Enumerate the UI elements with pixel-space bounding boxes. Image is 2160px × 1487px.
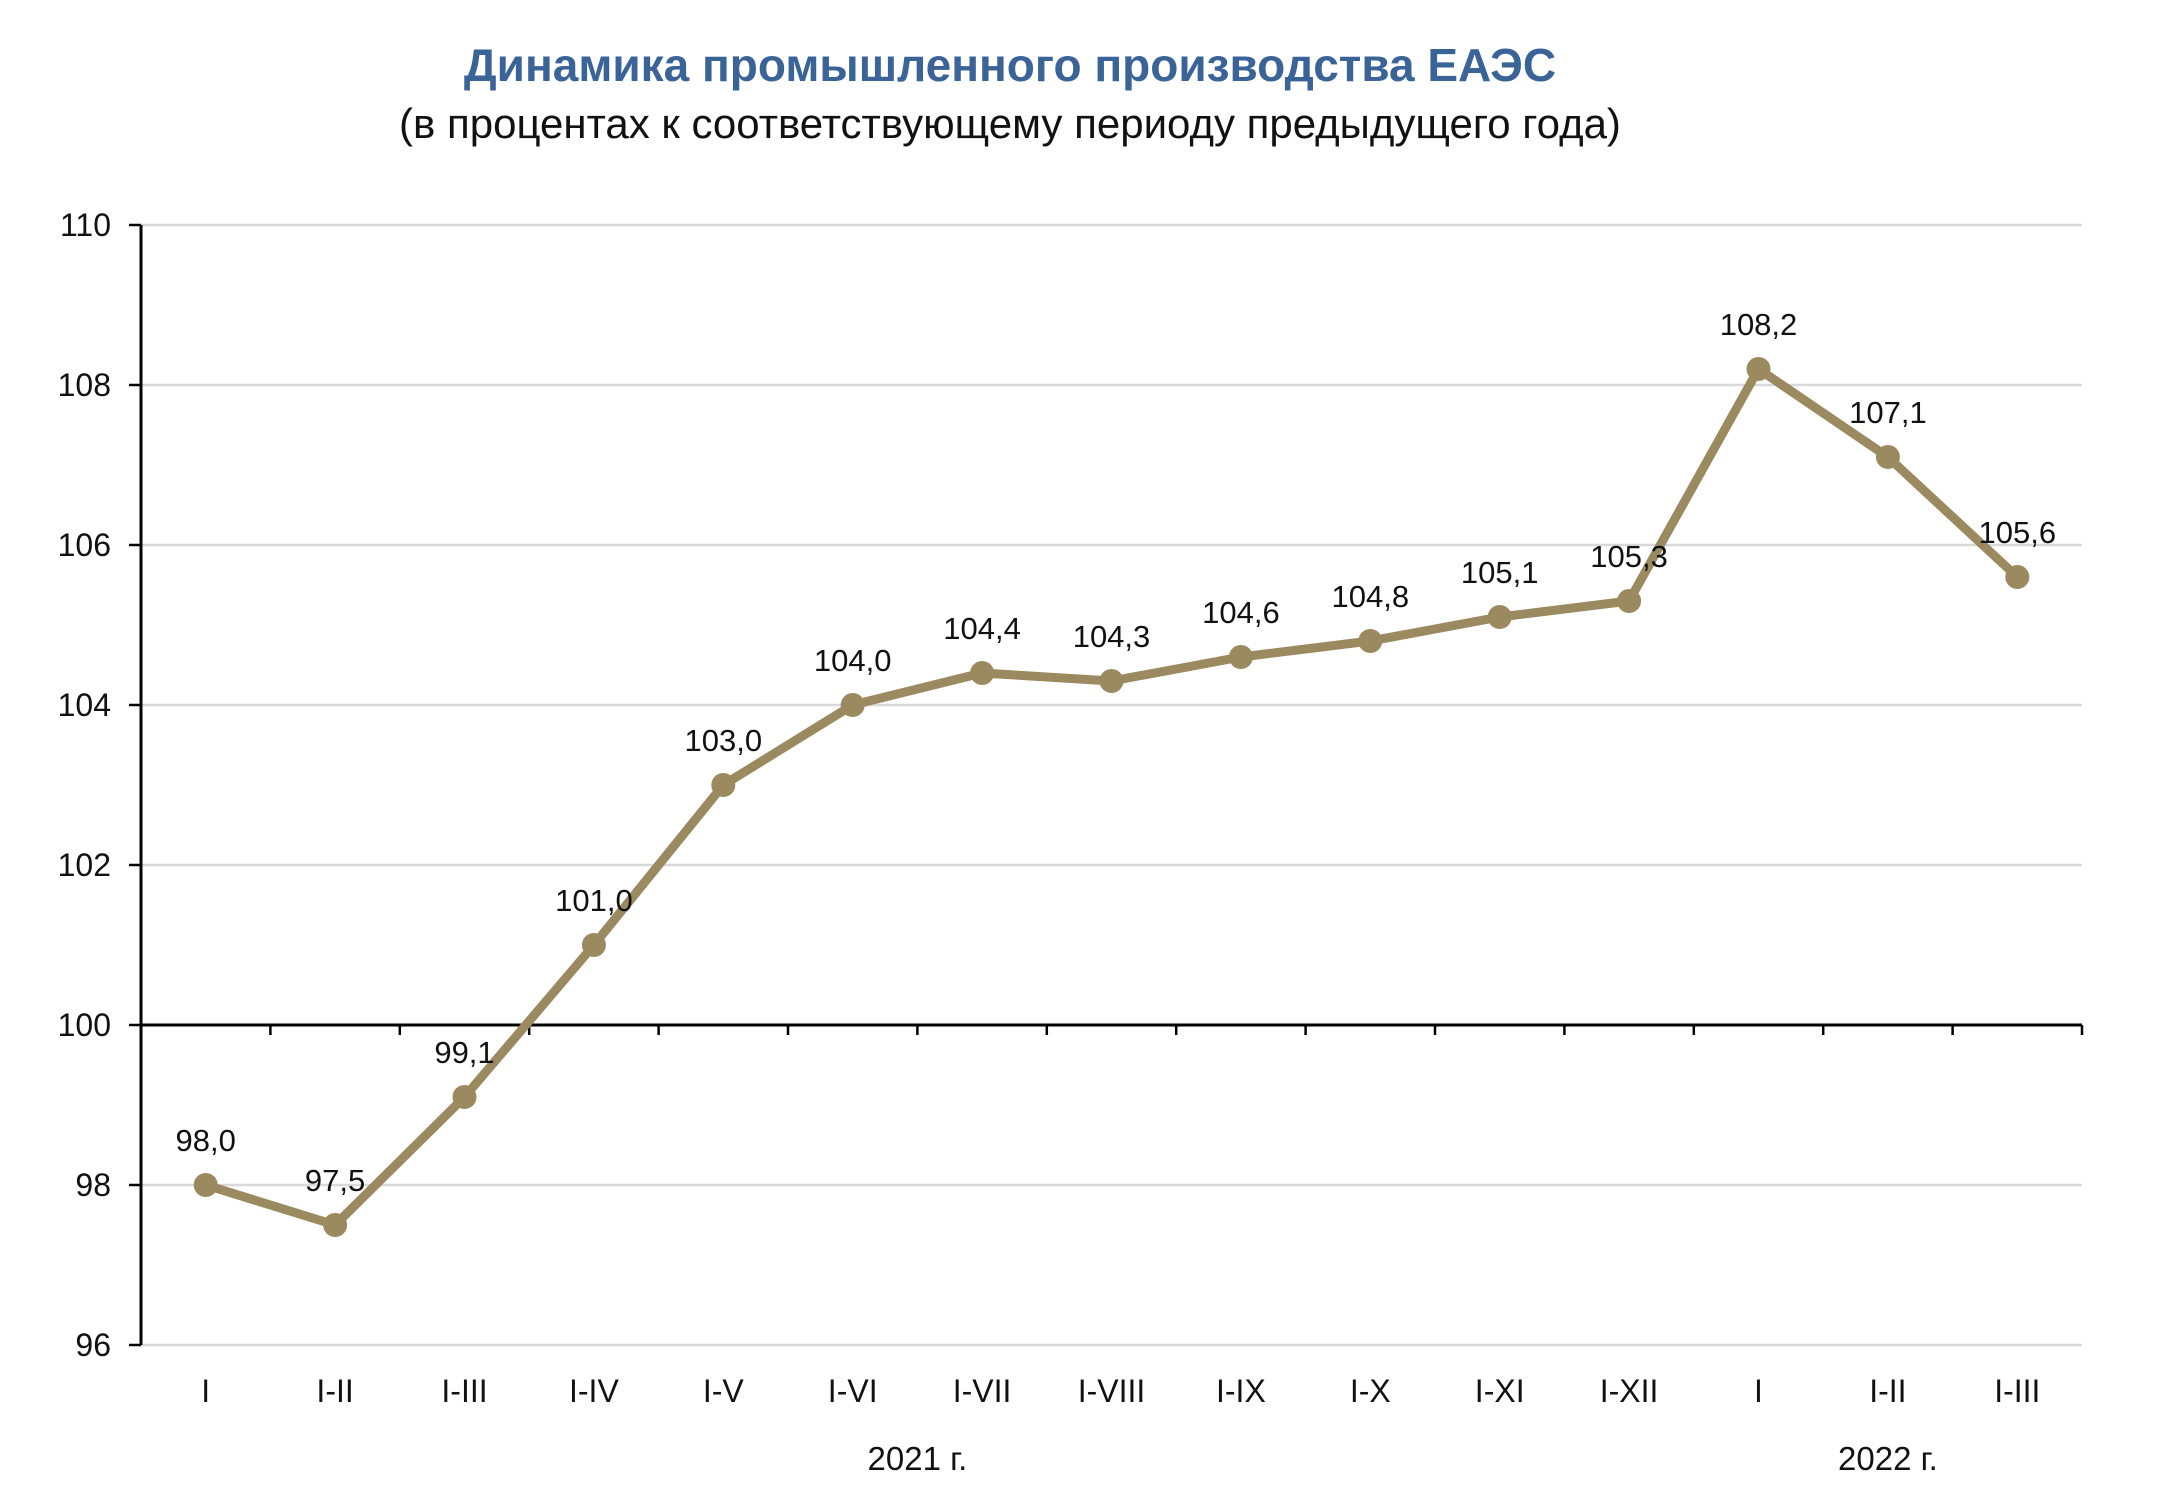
data-point — [452, 1085, 477, 1109]
data-label: 98,0 — [176, 1123, 236, 1158]
data-label: 104,0 — [814, 643, 892, 678]
x-tick-label: I-XII — [1600, 1373, 1659, 1409]
year-group-label: 2022 г. — [1838, 1440, 1938, 1477]
data-point — [2005, 565, 2030, 589]
data-label: 108,2 — [1720, 307, 1798, 342]
y-tick-label: 104 — [58, 687, 111, 723]
data-label: 107,1 — [1849, 395, 1927, 430]
data-label: 103,0 — [685, 723, 763, 758]
series-line — [201, 364, 2022, 1230]
data-label: 104,3 — [1073, 619, 1151, 654]
data-label: 105,3 — [1590, 539, 1668, 574]
data-point — [1875, 445, 1900, 469]
y-axis-ticks: 96 98 100 102 104 106 108 110 — [58, 207, 141, 1363]
data-point — [1487, 605, 1512, 629]
year-group-label: 2021 г. — [868, 1440, 968, 1477]
chart-title: Динамика промышленного производства ЕАЭС — [463, 39, 1557, 91]
data-label: 105,1 — [1461, 555, 1539, 590]
data-point — [1617, 589, 1642, 613]
chart-subtitle: (в процентах к соответствующему периоду … — [399, 100, 1621, 147]
data-point — [1358, 629, 1383, 653]
series — [193, 357, 2030, 1237]
data-point — [323, 1213, 348, 1237]
x-tick-label: I-XI — [1475, 1373, 1525, 1409]
data-label: 104,8 — [1332, 579, 1410, 614]
x-tick-label: I-II — [316, 1373, 353, 1409]
x-tick-label: I-IX — [1216, 1373, 1266, 1409]
x-tick-label: I-III — [1994, 1373, 2040, 1409]
y-tick-label: 98 — [75, 1167, 111, 1203]
x-tick-label: I — [1754, 1373, 1763, 1409]
data-label: 104,6 — [1202, 595, 1280, 630]
data-label: 99,1 — [434, 1035, 494, 1070]
x-tick-label: I-V — [703, 1373, 745, 1409]
year-labels: 2021 г. 2022 г. — [868, 1440, 1938, 1477]
data-label: 104,4 — [943, 611, 1021, 646]
x-tick-label: I-X — [1350, 1373, 1391, 1409]
x-tick-label: I-IV — [569, 1373, 619, 1409]
x-tick-label: I-VII — [953, 1373, 1012, 1409]
data-point — [711, 773, 736, 797]
x-axis-ticks: I I-II I-III I-IV I-V I-VI I-VII I-VIII I-IX I-X I… — [139, 1025, 2084, 1409]
x-tick-label: I — [201, 1373, 210, 1409]
data-label: 101,0 — [555, 883, 633, 918]
data-point — [193, 1173, 218, 1197]
data-point — [1746, 357, 1771, 381]
data-point — [970, 661, 995, 685]
data-point — [581, 933, 606, 957]
data-point — [1099, 669, 1124, 693]
y-tick-label: 102 — [58, 847, 111, 883]
y-tick-label: 96 — [75, 1327, 111, 1363]
x-tick-label: I-VI — [828, 1373, 878, 1409]
x-tick-label: I-II — [1869, 1373, 1906, 1409]
data-point — [840, 693, 865, 717]
gridlines — [141, 223, 2082, 1347]
axes — [139, 225, 2082, 1345]
y-tick-label: 106 — [58, 527, 111, 563]
data-label: 97,5 — [305, 1163, 365, 1198]
data-labels: 98,0 97,5 99,1 101,0 103,0 104,0 104,4 104,3 104… — [176, 307, 2057, 1198]
x-tick-label: I-VIII — [1078, 1373, 1146, 1409]
x-tick-label: I-III — [441, 1373, 487, 1409]
y-tick-label: 108 — [58, 367, 111, 403]
data-label: 105,6 — [1979, 515, 2057, 550]
y-tick-label: 110 — [60, 207, 111, 243]
data-point — [1228, 645, 1253, 669]
y-tick-label: 100 — [58, 1007, 111, 1043]
